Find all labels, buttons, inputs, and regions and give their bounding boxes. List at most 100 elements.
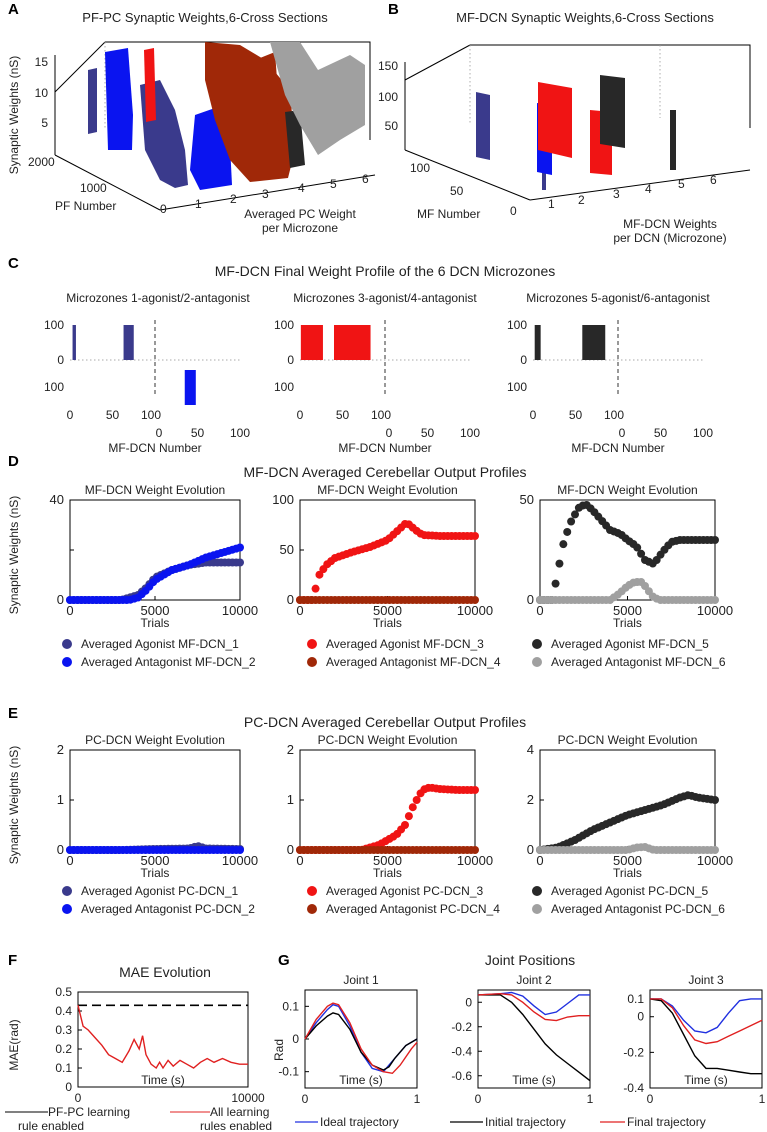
legend-marker: [62, 657, 72, 667]
y-tick-label: 0: [57, 353, 64, 367]
x-tick-label: 5000: [373, 853, 402, 868]
x-axis-label: Trials: [141, 616, 170, 630]
panel-d: D MF-DCN Averaged Cerebellar Output Prof…: [7, 453, 526, 614]
panel-d-title: MF-DCN Averaged Cerebellar Output Profil…: [244, 464, 527, 480]
plot-frame: [299, 749, 476, 851]
panel-f-legend-2b: rules enabled: [200, 1119, 272, 1132]
panel-b-back-frame: [470, 44, 751, 128]
y-tick-label: 100: [44, 318, 64, 332]
legend-marker: [307, 904, 317, 914]
x-tick-label: 0: [647, 1092, 654, 1106]
x-tick-label: 5000: [613, 603, 642, 618]
data-point: [637, 549, 646, 558]
panel-b-xtick: 5: [678, 177, 685, 191]
data-point: [711, 596, 719, 604]
panel-b-ytick: 0: [510, 204, 517, 218]
bar: [334, 325, 371, 360]
data-point: [236, 846, 244, 854]
series-line: [477, 991, 590, 1016]
panel-b-left-frame: [404, 44, 471, 81]
x-tick-label: 100: [230, 426, 250, 440]
x-axis-label: Trials: [373, 616, 402, 630]
chart-d3: MF-DCN Weight Evolution 0 50 0 5000 10000 Tria…: [520, 483, 734, 630]
x-tick-label: 100: [141, 408, 161, 422]
legend-label: Averaged Agonist MF-DCN_1: [81, 637, 239, 651]
plot-frame: [69, 749, 241, 851]
panel-c-subtitle-1: Microzones 1-agonist/2-antagonist: [66, 291, 250, 305]
data-point: [404, 812, 413, 821]
x-axis-label: Time (s): [512, 1073, 556, 1087]
panel-letter-g: G: [278, 952, 290, 969]
panel-a-ztick: 15: [35, 55, 49, 69]
mfdcn-ribbon-5: [600, 75, 625, 148]
legend-label: Averaged Antagonist MF-DCN_6: [551, 655, 726, 669]
panel-a-ytick: 2000: [28, 155, 55, 169]
data-point: [471, 532, 479, 540]
x-tick-label: 50: [421, 426, 435, 440]
x-tick-label: 10000: [697, 853, 733, 868]
panel-c-subtitle-3: Microzones 5-agonist/6-antagonist: [526, 291, 710, 305]
panel-b-ytick: 100: [410, 161, 430, 175]
panel-f-legend-2: All learning: [210, 1105, 269, 1119]
panel-g-title: Joint Positions: [485, 952, 575, 968]
panel-f-legend-1: PF-PC learning: [48, 1105, 130, 1119]
x-tick-label: 100: [604, 408, 624, 422]
data-point: [311, 584, 320, 593]
chart-g2: Joint 2 -0.6 -0.4 -0.2 0 0 1 Time (s): [451, 973, 593, 1106]
panel-a-back-frame: [105, 41, 371, 140]
x-tick-label: 50: [106, 408, 120, 422]
plot-frame: [477, 989, 591, 1089]
pfpc-ribbon-3: [144, 48, 156, 122]
legend-label: Averaged Antagonist MF-DCN_2: [81, 655, 256, 669]
data-point: [571, 510, 579, 519]
data-point: [471, 786, 479, 794]
bar: [123, 325, 134, 360]
data-point: [471, 846, 479, 854]
panel-g-legend-1: Ideal trajectory: [320, 1115, 399, 1129]
x-tick-label: 0: [296, 853, 303, 868]
legend-marker: [62, 886, 72, 896]
chart-d1: MF-DCN Weight Evolution 0 40 0 5000 10000 Tria…: [50, 483, 259, 630]
bar: [534, 325, 541, 360]
chart-title: MF-DCN Weight Evolution: [85, 483, 225, 497]
panel-letter-d: D: [8, 453, 19, 470]
legend-marker: [307, 639, 317, 649]
y-tick-label: 0: [287, 353, 294, 367]
y-tick-label: 100: [274, 380, 294, 394]
x-axis-label: Trials: [141, 866, 170, 880]
panel-a-x-axis: [159, 174, 376, 211]
pfpc-ribbon-4-back: [255, 52, 280, 125]
x-tick-label: 50: [654, 426, 668, 440]
y-tick-label: 0.1: [282, 999, 299, 1013]
x-axis-label: MF-DCN Number: [571, 441, 664, 455]
x-tick-label: 10000: [231, 1091, 265, 1105]
data-point: [711, 846, 719, 854]
y-tick-label: 40: [50, 492, 64, 507]
y-tick-label: 0: [520, 353, 527, 367]
x-tick-label: 0: [475, 1092, 482, 1106]
y-tick-label: 0: [637, 1010, 644, 1024]
x-tick-label: 100: [460, 426, 480, 440]
legend-marker: [532, 904, 542, 914]
panel-b-xtick: 4: [645, 182, 652, 196]
x-tick-label: 10000: [457, 853, 493, 868]
chart-title: Joint 1: [343, 973, 379, 987]
panel-g: G Joint Positions Rad Ideal trajectory I…: [272, 952, 706, 1129]
panel-b: B MF-DCN Synaptic Weights,6-Cross Sectio…: [378, 1, 751, 245]
x-tick-label: 0: [536, 603, 543, 618]
x-tick-label: 5000: [373, 603, 402, 618]
panel-a-ylabel: PF Number: [55, 199, 116, 213]
x-tick-label: 0: [66, 603, 73, 618]
chart-title: PC-DCN Weight Evolution: [318, 733, 458, 747]
data-point: [567, 517, 576, 526]
legend-label: Averaged Agonist MF-DCN_5: [551, 637, 709, 651]
y-tick-label: 100: [507, 318, 527, 332]
y-tick-label: -0.1: [278, 1065, 299, 1079]
y-tick-label: 2: [57, 742, 64, 757]
x-tick-label: 0: [530, 408, 537, 422]
x-tick-label: 0: [302, 1092, 309, 1106]
data-point: [408, 803, 417, 812]
